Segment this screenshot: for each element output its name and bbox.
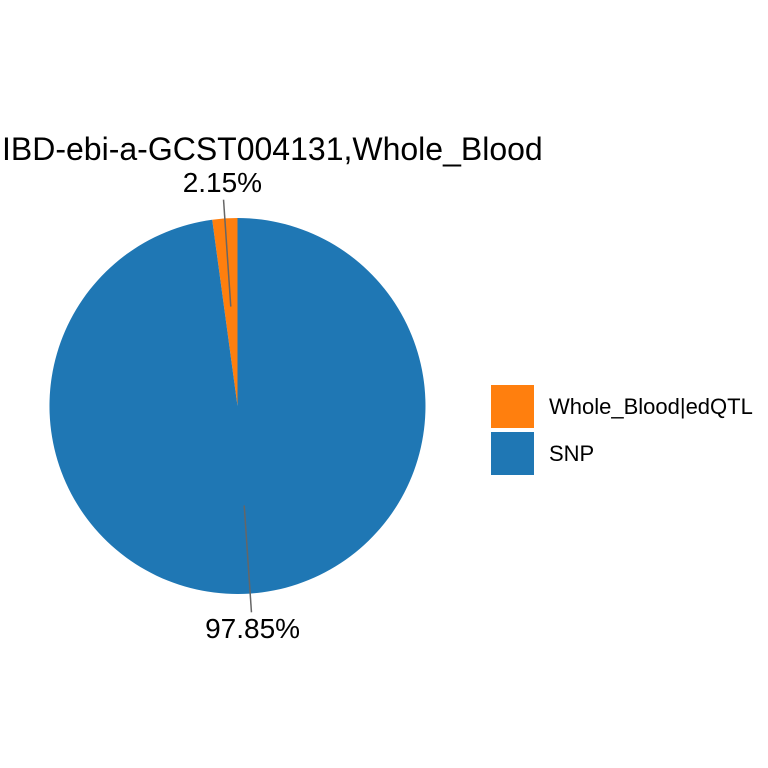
legend: Whole_Blood|edQTL SNP (491, 385, 753, 475)
slice-percent-label-snp: 97.85% (205, 613, 301, 645)
legend-swatch-whole-blood-edqtl (491, 385, 534, 428)
pie-slice-whole-blood-edqtl (212, 218, 238, 406)
slice-percent-label-whole-blood-edqtl: 2.15% (182, 166, 263, 198)
legend-item-whole-blood-edqtl: Whole_Blood|edQTL (491, 385, 753, 428)
legend-label-whole-blood-edqtl: Whole_Blood|edQTL (549, 393, 753, 419)
legend-swatch-snp (491, 432, 534, 475)
chart-title: IBD-ebi-a-GCST004131,Whole_Blood (2, 131, 543, 167)
label-leader-line-whole-blood-edqtl (222, 199, 232, 307)
pie-slice-snp (49, 218, 426, 594)
legend-label-snp: SNP (549, 440, 595, 466)
legend-item-snp: SNP (491, 432, 753, 475)
label-leader-line-snp (243, 505, 253, 613)
